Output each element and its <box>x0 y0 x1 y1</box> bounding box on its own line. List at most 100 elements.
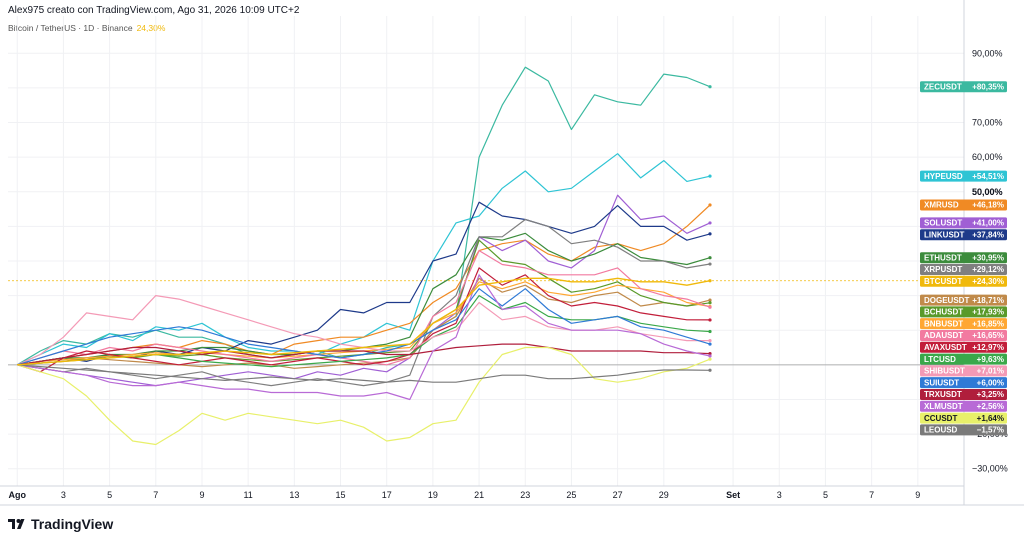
series-tag-name: HYPEUSD <box>924 172 963 181</box>
series-tag-value: +18,71% <box>972 296 1004 305</box>
series-line-solusdt <box>17 194 711 387</box>
series-tag-avaxusdt <box>920 341 1007 353</box>
series-tag-value: −1,57% <box>977 426 1004 435</box>
series-tag-value: +7,01% <box>977 367 1004 376</box>
series-end-dot-linkusdt <box>708 232 712 236</box>
series-tag-value: +30,95% <box>972 253 1004 262</box>
series-tag-dogeusdt <box>920 294 1007 306</box>
series-tag-leousd <box>920 424 1007 436</box>
series-end-dot-dogeusdt <box>708 298 712 302</box>
y-tick-label: −30,00% <box>972 464 1008 474</box>
series-tag-value: +54,51% <box>972 172 1004 181</box>
series-line-hypeusd <box>16 153 711 366</box>
x-tick-label: 5 <box>107 490 112 500</box>
series-tag-name: SOLUSDT <box>924 219 962 228</box>
series-tag-bnbusdt <box>920 318 1007 330</box>
series-tag-xmrusd <box>920 199 1007 211</box>
symbol-legend[interactable]: Bitcoin / TetherUS · 1D · Binance 24,30% <box>8 23 165 33</box>
series-tag-name: BTCUSDT <box>924 277 962 286</box>
series-tag-name: CCUSDT <box>924 414 957 423</box>
series-end-dot-ltcusd <box>708 329 712 334</box>
series-line-ethusdt <box>17 232 711 366</box>
series-end-dot-hypeusd <box>708 174 712 178</box>
series-tag-shibusdt <box>920 365 1007 377</box>
series-line-xrpusdt <box>17 218 711 387</box>
series-line-bchusdt <box>17 239 711 366</box>
y-tick-label: 60,00% <box>972 152 1003 162</box>
series-end-dot-leousd <box>708 368 712 372</box>
series-tag-name: LTCUSD <box>924 355 956 364</box>
series-tag-ltcusd <box>920 353 1007 365</box>
series-end-dot-trxusdt <box>708 351 712 356</box>
x-tick-label: 27 <box>613 490 623 500</box>
series-tag-value: +46,18% <box>972 201 1004 210</box>
series-tag-trxusdt <box>920 388 1007 400</box>
series-tag-linkusdt <box>920 229 1007 241</box>
series-tag-value: +37,84% <box>972 230 1004 239</box>
x-tick-label: Ago <box>8 490 26 500</box>
series-tag-adausdt <box>920 329 1007 341</box>
series-tag-value: +6,00% <box>977 378 1004 387</box>
x-tick-label: 7 <box>869 490 874 500</box>
series-tag-value: +3,25% <box>977 390 1004 399</box>
tradingview-brand[interactable]: TradingView <box>8 516 113 532</box>
series-tag-name: XMRUSD <box>924 201 959 210</box>
chart-credit: Alex975 creato con TradingView.com, Ago … <box>8 5 300 16</box>
brand-name: TradingView <box>31 516 114 532</box>
y-tick-label: 50,00% <box>972 187 1003 197</box>
x-tick-label: Set <box>726 490 740 500</box>
series-tag-ethusdt <box>920 252 1007 264</box>
series-line-dogeusdt <box>17 277 711 369</box>
series-tag-solusdt <box>920 217 1007 229</box>
series-tag-value: +9,63% <box>977 355 1004 364</box>
y-tick-label: 90,00% <box>972 48 1003 58</box>
series-tag-name: BNBUSDT <box>924 319 963 328</box>
series-tag-value: +16,85% <box>972 319 1004 328</box>
x-tick-label: 15 <box>336 490 346 500</box>
series-end-dot-bchusdt <box>708 301 712 305</box>
y-tick-label: 70,00% <box>972 118 1003 128</box>
series-tag-xlmusdt <box>920 400 1007 412</box>
x-tick-label: 9 <box>199 490 204 500</box>
series-tag-name: AVAXUSDT <box>924 343 967 352</box>
series-tag-name: SHIBUSDT <box>924 367 965 376</box>
series-end-dot-xmrusd <box>708 203 712 207</box>
symbol-change: 24,30% <box>136 23 166 33</box>
series-tag-value: +29,12% <box>972 265 1004 274</box>
series-tag-name: ETHUSDT <box>924 253 962 262</box>
series-tag-suiusdt <box>920 377 1007 389</box>
series-tag-value: +17,93% <box>972 308 1004 317</box>
series-end-dot-ethusdt <box>708 256 712 260</box>
series-tag-ccusdt <box>920 412 1007 424</box>
series-line-trxusdt <box>17 343 711 366</box>
series-line-ccusdt <box>17 346 711 446</box>
x-tick-label: 11 <box>243 490 252 500</box>
series-line-btcusdt <box>17 277 711 366</box>
series-tag-hypeusd <box>920 170 1007 182</box>
y-axis-badge: 50,00% <box>972 187 1003 197</box>
x-tick-label: 19 <box>428 490 438 500</box>
x-tick-label: 9 <box>915 490 920 500</box>
series-end-dot-adausdt <box>708 305 712 309</box>
series-tag-name: ZECUSDT <box>924 82 962 91</box>
series-tag-name: SUIUSDT <box>924 378 959 387</box>
series-end-dot-xlmusdt <box>708 354 712 358</box>
x-tick-label: 3 <box>777 490 782 500</box>
series-line-adausdt <box>17 250 711 366</box>
series-end-dot-avaxusdt <box>708 318 712 322</box>
series-tag-name: LINKUSDT <box>924 230 965 239</box>
series-line-avaxusdt <box>17 267 711 373</box>
series-end-dot-btcusdt <box>708 279 712 283</box>
series-tag-value: +16,65% <box>972 331 1004 340</box>
series-tag-value: +24,30% <box>972 277 1004 286</box>
series-tag-value: +12,97% <box>972 343 1004 352</box>
series-tag-zecusdt <box>920 81 1007 93</box>
series-end-dot-shibusdt <box>708 338 712 343</box>
series-tag-name: TRXUSDT <box>924 390 962 399</box>
series-tag-value: +1,64% <box>977 414 1004 423</box>
series-end-dot-xrpusdt <box>708 262 712 266</box>
series-tag-value: +80,35% <box>972 82 1004 91</box>
series-end-dot-solusdt <box>708 221 712 225</box>
series-line-leousd <box>17 364 711 383</box>
